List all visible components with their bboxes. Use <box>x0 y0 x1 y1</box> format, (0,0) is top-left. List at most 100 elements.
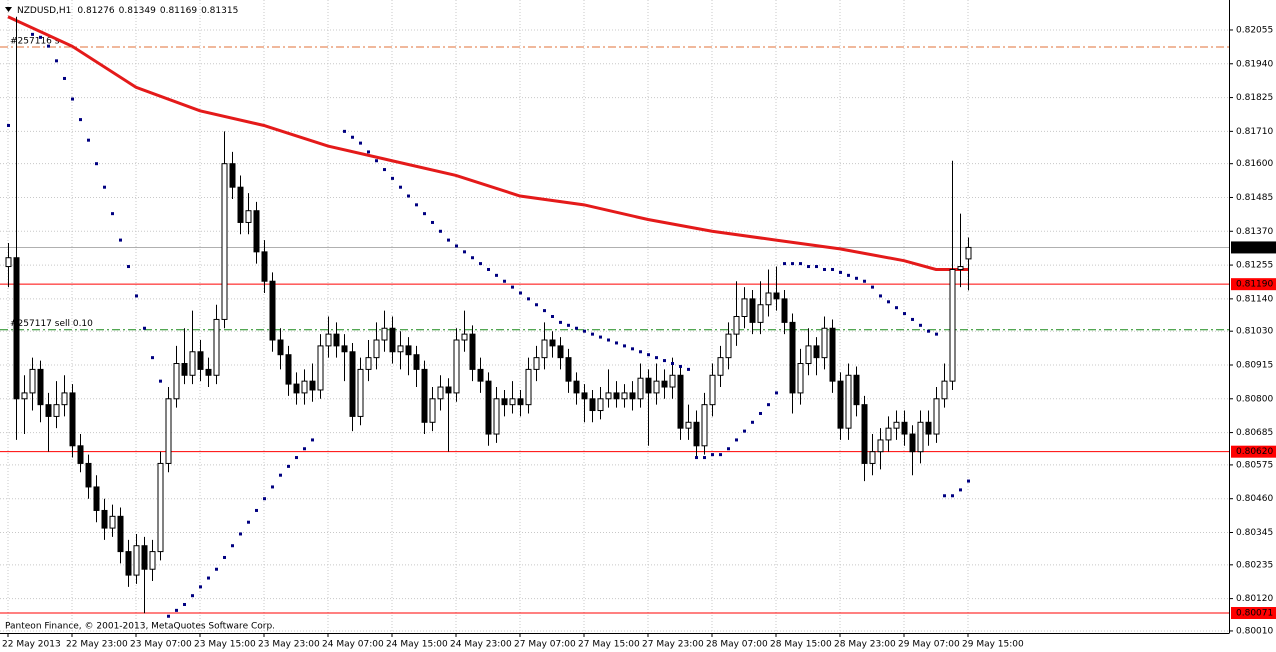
candle-body <box>453 339 460 394</box>
sar-dot <box>287 464 290 468</box>
candle-body <box>101 509 108 529</box>
candle-body <box>517 398 524 406</box>
candle-body <box>493 398 500 435</box>
candle-body <box>869 451 876 464</box>
candle-body <box>285 354 292 385</box>
sar-dot <box>103 185 106 189</box>
candle-body <box>197 351 204 370</box>
x-tick-label: 27 May 15:00 <box>578 640 640 650</box>
x-tick-label: 27 May 23:00 <box>642 640 704 650</box>
candle-body <box>229 163 236 188</box>
sar-dot <box>7 123 10 127</box>
x-tick-label: 29 May 07:00 <box>898 640 960 650</box>
sar-dot <box>127 265 130 269</box>
candle-body <box>773 292 780 300</box>
candle-body <box>813 345 820 359</box>
candle-body <box>677 374 684 429</box>
candle-body <box>269 280 276 341</box>
sar-dot <box>391 176 394 180</box>
sar-dot <box>71 97 74 101</box>
candle-body <box>237 186 244 223</box>
candle-body <box>309 380 316 391</box>
candle-body <box>325 333 332 347</box>
sar-dot <box>351 135 354 139</box>
sar-dot <box>239 532 242 536</box>
candle-body <box>853 374 860 406</box>
sar-dot <box>399 185 402 189</box>
sar-dot <box>591 332 594 336</box>
sar-dot <box>575 326 578 330</box>
candle-body <box>837 380 844 429</box>
candle-body <box>861 404 868 464</box>
sar-dot <box>743 429 746 433</box>
candle-body <box>85 462 92 488</box>
candle-body <box>245 210 252 223</box>
x-tick-label: 24 May 07:00 <box>322 640 384 650</box>
sar-dot <box>407 194 410 198</box>
sar-dot <box>519 291 522 295</box>
candle-body <box>909 433 916 453</box>
sar-dot <box>303 447 306 451</box>
y-tick-label: 0.81140 <box>1236 294 1273 304</box>
y-tick-label: 0.81255 <box>1236 261 1273 271</box>
candle-body <box>437 386 444 400</box>
y-tick-label: 0.80800 <box>1236 394 1273 404</box>
candle-body <box>125 551 132 576</box>
sar-dot <box>295 456 298 460</box>
sar-dot <box>455 244 458 248</box>
candle-body <box>405 345 412 356</box>
candle-body <box>733 316 740 335</box>
sar-dot <box>383 168 386 172</box>
sar-dot <box>607 338 610 342</box>
x-tick-label: 24 May 15:00 <box>386 640 448 650</box>
sar-dot <box>839 270 842 274</box>
sar-dot <box>95 162 98 166</box>
candle-body <box>29 368 36 394</box>
candle-body <box>213 318 220 376</box>
level-price-label: 0.80620 <box>1236 447 1273 457</box>
sar-dot <box>183 602 186 606</box>
sar-dot <box>631 347 634 351</box>
candle-body <box>541 339 548 359</box>
sar-dot <box>735 438 738 442</box>
candle-body <box>413 354 420 370</box>
sar-dot <box>159 379 162 383</box>
x-tick-label: 23 May 15:00 <box>194 640 256 650</box>
candle-body <box>165 398 172 464</box>
sar-dot <box>823 267 826 271</box>
sar-dot <box>911 317 914 321</box>
y-tick-label: 0.81600 <box>1236 159 1273 169</box>
sar-dot <box>167 614 170 618</box>
candle-body <box>261 251 268 282</box>
sar-dot <box>47 44 50 48</box>
sar-dot <box>439 229 442 233</box>
candle-body <box>381 327 388 341</box>
candle-body <box>637 377 644 400</box>
sar-dot <box>551 315 554 318</box>
y-tick-label: 0.80915 <box>1236 360 1273 370</box>
candle-body <box>941 380 948 400</box>
candle-body <box>741 298 748 317</box>
candle-body <box>253 210 260 253</box>
level-price-box <box>1231 607 1276 620</box>
sar-dot <box>487 267 490 271</box>
y-tick-label: 0.80010 <box>1236 626 1273 636</box>
current-price-label: 0.81315 <box>1236 243 1273 253</box>
candle-body <box>133 545 140 576</box>
order-label: #257117 sell 0.10 <box>10 319 93 329</box>
x-tick-label: 28 May 15:00 <box>770 640 832 650</box>
candle-body <box>757 304 764 323</box>
candle-body <box>781 298 788 323</box>
candle-body <box>485 380 492 435</box>
sar-dot <box>471 256 474 260</box>
sar-dot <box>615 341 618 345</box>
candle-body <box>805 345 812 365</box>
candle-body <box>949 268 956 382</box>
sar-dot <box>271 485 274 489</box>
candle-body <box>357 368 364 417</box>
candle-body <box>877 439 884 453</box>
candle-body <box>373 339 380 359</box>
candle-body <box>53 404 60 417</box>
